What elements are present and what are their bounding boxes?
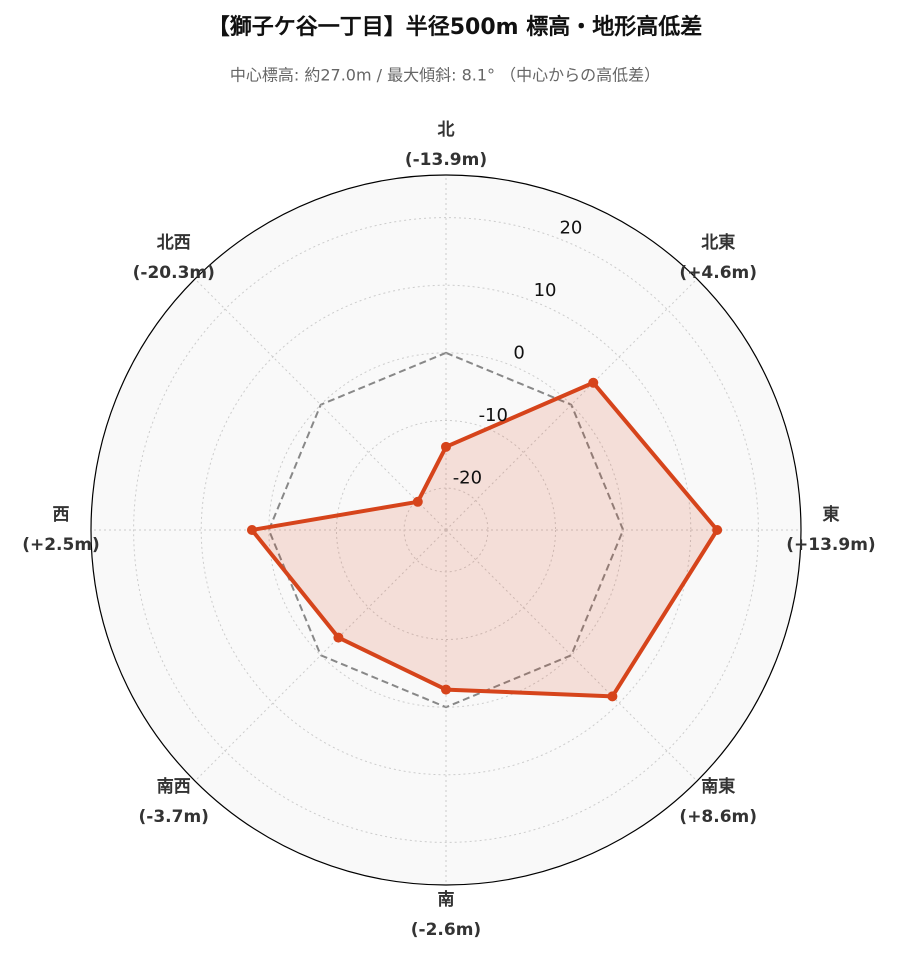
grid-circle	[133, 217, 759, 843]
value-label: (+13.9m)	[786, 535, 875, 555]
series-point	[441, 684, 451, 695]
chart-title: 【獅子ケ谷一丁目】半径500m 標高・地形高低差	[208, 14, 703, 40]
series-point	[607, 691, 618, 702]
spoke	[194, 529, 447, 782]
series-point	[333, 632, 344, 643]
grid-circle	[268, 352, 624, 708]
series-point	[441, 441, 451, 452]
category-label: 南東	[701, 776, 735, 797]
spoke	[445, 278, 698, 531]
y-tick-label: -20	[453, 467, 482, 488]
category-label: 北	[438, 120, 455, 140]
value-label: (-2.6m)	[411, 920, 481, 940]
category-label: 西	[53, 505, 70, 525]
series-point	[246, 525, 257, 535]
outer-circle	[90, 174, 802, 886]
series-point	[712, 525, 723, 535]
series-area	[251, 382, 718, 697]
y-tick-label: -10	[479, 405, 508, 426]
zero-reference	[267, 351, 625, 709]
spoke	[194, 278, 447, 531]
series-point	[412, 496, 423, 507]
y-tick-label: 20	[559, 217, 582, 238]
value-label: (-20.3m)	[133, 263, 215, 283]
value-label: (+2.5m)	[22, 535, 100, 555]
series-point	[588, 377, 599, 388]
grid-circle	[335, 419, 557, 641]
value-label: (-13.9m)	[405, 150, 487, 170]
value-label: (+8.6m)	[679, 807, 757, 827]
category-label: 北西	[157, 233, 191, 253]
y-tick-label: 0	[513, 342, 524, 363]
chart-subtitle: 中心標高: 約27.0m / 最大傾斜: 8.1° （中心からの高低差）	[230, 66, 660, 85]
category-label: 東	[823, 504, 840, 525]
spoke	[445, 529, 698, 782]
y-tick-label: 10	[534, 280, 557, 301]
grid-circle	[200, 284, 692, 776]
category-label: 南	[438, 889, 455, 910]
value-label: (-3.7m)	[139, 807, 209, 827]
category-label: 北東	[701, 232, 735, 253]
category-label: 南西	[157, 776, 191, 797]
value-label: (+4.6m)	[679, 263, 757, 283]
